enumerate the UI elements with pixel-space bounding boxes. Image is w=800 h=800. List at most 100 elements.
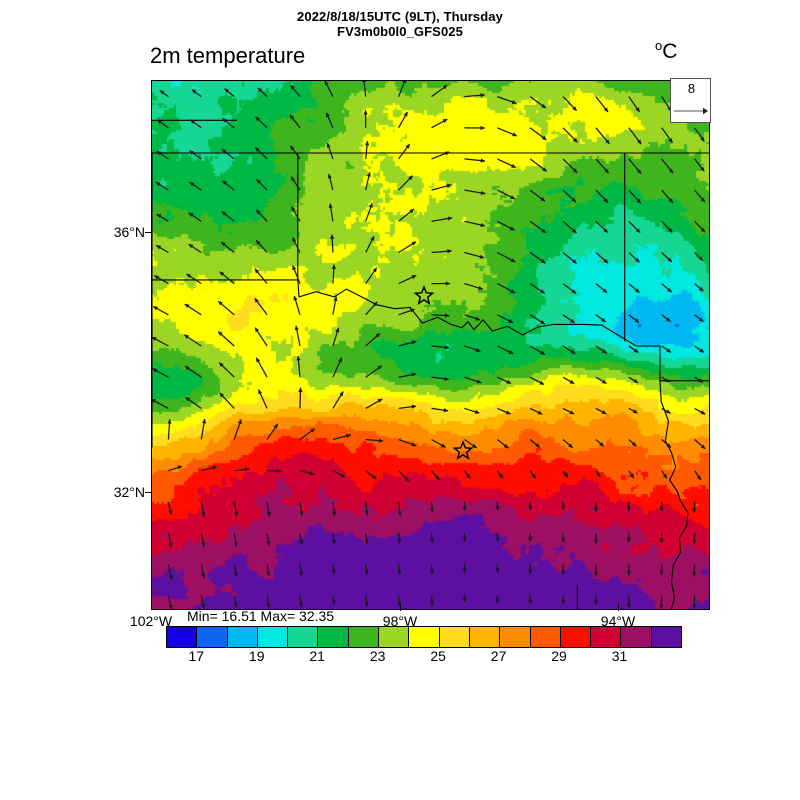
colorbar-swatch-10 xyxy=(469,627,501,647)
station-markers xyxy=(413,284,474,460)
wind-vector-head xyxy=(219,392,225,398)
colorbar-swatch-3 xyxy=(257,627,289,647)
wind-vector-head xyxy=(698,317,704,322)
wind-vector-head xyxy=(699,348,705,353)
wind-vector-head xyxy=(571,289,577,294)
wind-vector-head xyxy=(474,409,480,414)
wind-vector-head xyxy=(637,139,642,145)
wind-vector-head xyxy=(495,598,500,604)
wind-vector-head xyxy=(666,443,672,448)
wind-vector-head xyxy=(528,569,533,575)
wind-vector-head xyxy=(635,107,640,113)
wind-vector-head xyxy=(177,465,183,470)
wind-vector-head xyxy=(593,571,599,577)
wind-vector-head xyxy=(560,505,566,511)
wind-vector-head xyxy=(201,542,206,548)
wind-vector-head xyxy=(363,109,368,115)
wind-vector-head xyxy=(603,198,609,203)
wind-vector-head xyxy=(364,539,369,545)
wind-vector-head xyxy=(371,474,377,480)
wind-vector-head xyxy=(377,365,383,370)
wind-vector-head xyxy=(692,508,697,513)
wind-vector-head xyxy=(217,300,223,306)
wind-vector-head xyxy=(273,423,278,429)
wind-vector-head xyxy=(368,202,373,208)
wind-vector-head xyxy=(338,357,342,363)
wind-vector-head xyxy=(603,107,609,113)
wind-vector-head xyxy=(217,331,223,336)
wind-vector-head xyxy=(599,441,605,447)
wind-vector-head xyxy=(540,350,546,355)
wind-vector-head xyxy=(480,93,486,98)
colorbar-swatch-7 xyxy=(379,627,410,647)
wind-vector-head xyxy=(331,569,336,575)
wind-vector-head xyxy=(255,116,261,122)
wind-vector-head xyxy=(296,355,301,361)
lat-tick-32n xyxy=(145,492,152,494)
colorbar-ticks: 17 19 21 23 25 27 29 31 xyxy=(166,648,680,666)
wind-vector-head xyxy=(266,511,271,517)
wind-vector-head xyxy=(309,471,315,476)
wind-vector-head xyxy=(402,81,407,84)
wind-vector-head xyxy=(633,378,639,384)
colorbar-swatch-4 xyxy=(288,627,319,647)
wind-vector-head xyxy=(635,228,641,233)
wind-vector-head xyxy=(258,389,263,395)
wind-vector-head xyxy=(542,167,548,172)
map-overlay xyxy=(152,81,709,609)
wind-vector-head xyxy=(218,362,224,368)
border-tx-ok-red-river xyxy=(152,279,637,347)
colorbar-tick-25: 25 xyxy=(430,648,446,664)
wind-vector-head xyxy=(224,88,230,93)
wind-vector-head xyxy=(634,288,640,293)
colorbar-swatch-8 xyxy=(409,627,440,647)
wind-vector-head xyxy=(475,347,481,353)
wind-vector-head xyxy=(510,195,516,200)
colorbar-swatch-2 xyxy=(227,627,258,647)
wind-vector-head xyxy=(201,573,206,579)
wind-vector-head xyxy=(201,418,207,424)
wind-vector-head xyxy=(168,510,173,516)
wind-vector-head xyxy=(155,181,161,187)
wind-vector-head xyxy=(602,288,608,293)
wind-vector-head xyxy=(563,472,568,478)
wind-vector-head xyxy=(479,254,485,259)
wind-vector-head xyxy=(668,168,674,174)
wind-vector-head xyxy=(189,119,195,124)
wind-vector-head xyxy=(233,541,238,547)
wind-vector-head xyxy=(294,325,299,331)
station-star-south xyxy=(452,439,474,460)
wind-vector-head xyxy=(200,603,206,609)
wind-vector-head xyxy=(292,265,297,271)
wind-vector-head xyxy=(326,142,331,148)
wind-vector-head xyxy=(531,473,536,479)
colorbar-swatch-1 xyxy=(197,627,228,647)
wind-vector-head xyxy=(601,379,607,384)
wind-vector-head xyxy=(528,505,533,511)
wind-vector-head xyxy=(298,602,304,608)
wind-vector-head xyxy=(201,511,206,517)
wind-vector-head xyxy=(510,289,516,294)
wind-vector-head xyxy=(255,239,261,245)
map-plot-area xyxy=(151,80,710,610)
wind-vector-head xyxy=(220,241,226,247)
wind-vector-head xyxy=(222,118,228,123)
wind-vector-head xyxy=(605,139,610,145)
wind-vector-head xyxy=(254,268,260,274)
wind-vector-head xyxy=(233,511,239,517)
title-model: FV3m0b0l0_GFS025 xyxy=(337,23,463,39)
wind-vector-head xyxy=(539,289,546,294)
wind-vector-head xyxy=(700,136,705,142)
wind-vector-head xyxy=(700,227,706,233)
wind-vector-head xyxy=(510,258,516,263)
wind-vector-head xyxy=(254,297,259,303)
wind-vector-head xyxy=(434,475,440,481)
wind-vector-head xyxy=(633,348,639,353)
wind-vector-head xyxy=(405,143,410,149)
wind-vector-head xyxy=(411,340,417,345)
wind-vector-head xyxy=(569,379,575,384)
wind-vector-head xyxy=(429,537,435,543)
colorbar-swatch-13 xyxy=(560,627,592,647)
wind-vector-head xyxy=(168,604,173,609)
wind-vector-head xyxy=(440,443,447,448)
